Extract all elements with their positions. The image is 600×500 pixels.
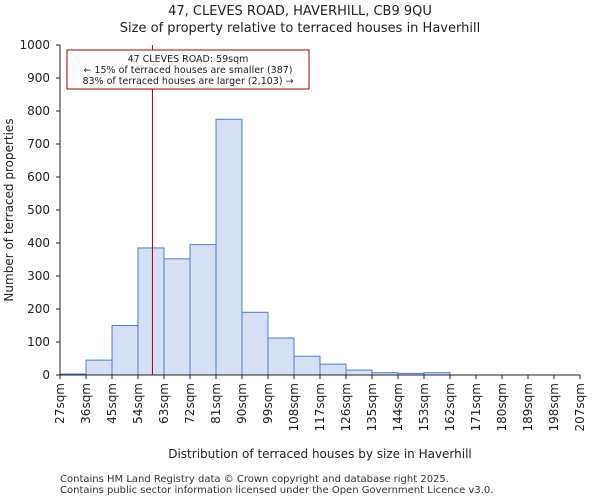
histogram-bar	[111, 325, 139, 376]
y-tick-label: 400	[27, 236, 50, 250]
x-tick-label: 27sqm	[53, 383, 67, 424]
x-tick-label: 198sqm	[547, 383, 561, 431]
histogram-bar	[241, 311, 269, 376]
x-axis-label: Distribution of terraced houses by size …	[168, 447, 472, 461]
y-tick-label: 800	[27, 104, 50, 118]
x-tick-label: 36sqm	[79, 383, 93, 424]
histogram-bar	[319, 363, 347, 376]
annotation-title: 47 CLEVES ROAD: 59sqm	[128, 54, 249, 65]
y-tick-label: 500	[27, 203, 50, 217]
x-tick-label: 45sqm	[105, 383, 119, 424]
x-tick-label: 99sqm	[261, 383, 275, 424]
x-tick-label: 63sqm	[157, 383, 171, 424]
histogram-bar	[293, 355, 321, 376]
x-tick-label: 135sqm	[365, 383, 379, 431]
y-tick-label: 200	[27, 302, 50, 316]
x-tick-label: 189sqm	[521, 383, 535, 431]
annotation-smaller: ← 15% of terraced houses are smaller (38…	[83, 65, 292, 76]
footer-copyright: Contains HM Land Registry data © Crown c…	[60, 474, 449, 485]
x-tick-label: 72sqm	[183, 383, 197, 424]
chart-subtitle: Size of property relative to terraced ho…	[119, 21, 481, 36]
y-tick-label: 0	[42, 368, 50, 382]
x-tick-label: 117sqm	[313, 383, 327, 431]
x-tick-label: 54sqm	[131, 383, 145, 424]
histogram-bar	[163, 258, 191, 376]
histogram-bar	[137, 247, 165, 376]
chart-title: 47, CLEVES ROAD, HAVERHILL, CB9 9QU	[168, 4, 432, 19]
x-tick-label: 90sqm	[235, 383, 249, 424]
y-tick-label: 600	[27, 170, 50, 184]
x-tick-label: 171sqm	[469, 383, 483, 431]
y-tick-label: 1000	[19, 38, 50, 52]
x-tick-label: 108sqm	[287, 383, 301, 431]
histogram-bar	[345, 369, 373, 376]
y-tick-label: 900	[27, 71, 50, 85]
x-tick-label: 126sqm	[339, 383, 353, 431]
footer-licence: Contains public sector information licen…	[60, 485, 494, 496]
histogram-bar	[85, 359, 113, 376]
x-tick-label: 144sqm	[391, 383, 405, 431]
histogram-bar	[267, 337, 295, 376]
y-axis-label: Number of terraced properties	[2, 118, 16, 301]
annotation-larger: 83% of terraced houses are larger (2,103…	[82, 76, 293, 87]
histogram-bar	[215, 118, 243, 376]
x-tick-label: 81sqm	[209, 383, 223, 424]
x-tick-label: 207sqm	[573, 383, 587, 431]
y-tick-label: 100	[27, 335, 50, 349]
x-tick-label: 162sqm	[443, 383, 457, 431]
y-tick-label: 300	[27, 269, 50, 283]
y-tick-label: 700	[27, 137, 50, 151]
annotation-box	[66, 49, 310, 90]
x-tick-label: 180sqm	[495, 383, 509, 431]
histogram-bar	[189, 244, 217, 376]
x-tick-label: 153sqm	[417, 383, 431, 431]
